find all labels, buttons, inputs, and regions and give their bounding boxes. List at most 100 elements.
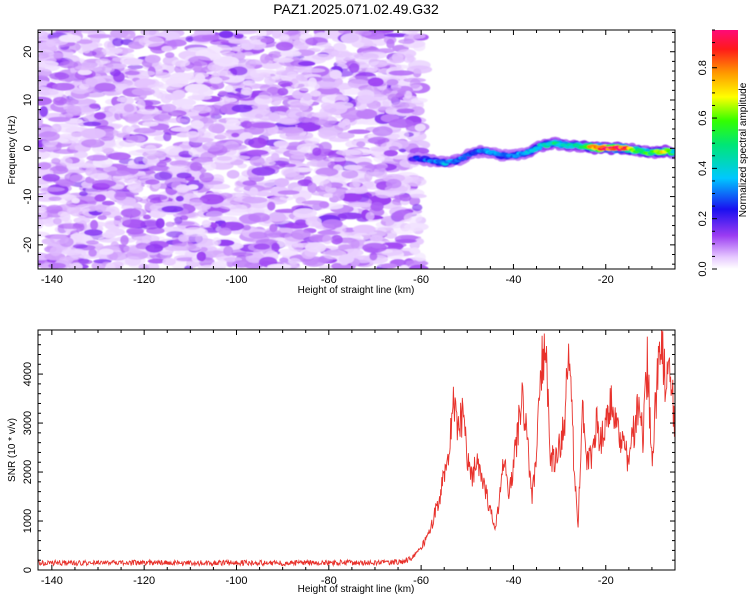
heatmap-cell (199, 194, 224, 205)
heatmap-cell (188, 198, 203, 207)
heatmap-cell (213, 56, 240, 67)
heatmap-cell (165, 52, 175, 59)
heatmap-cell (187, 184, 199, 190)
spectrogram-x-ticks: -140 -120 -100 -80 -60 -40 -20 (41, 30, 676, 286)
heatmap-cell (106, 251, 128, 261)
heatmap-cell (133, 127, 156, 134)
heatmap-cell (81, 139, 105, 148)
snr-y-tick-label: 4000 (22, 362, 34, 386)
heatmap-cell (412, 204, 423, 212)
colorbar: 0.0 0.2 0.4 0.6 0.8 Normalized spectral ampl… (697, 29, 749, 277)
heatmap-cell (86, 240, 99, 245)
heatmap-cell (219, 96, 231, 105)
heatmap-cell (306, 160, 332, 167)
heatmap-cell (103, 40, 113, 49)
heatmap-cell (137, 99, 146, 109)
heatmap-cell (116, 132, 130, 138)
heatmap-cell (403, 212, 423, 224)
colorbar-tick-label: 0.4 (697, 161, 709, 176)
heatmap-cell (171, 98, 197, 107)
heatmap-cell (396, 49, 417, 58)
heatmap-cell (190, 105, 212, 114)
heatmap-cell (388, 70, 414, 76)
heatmap-cell (243, 51, 254, 56)
heatmap-cell (140, 219, 161, 230)
heatmap-cell (38, 60, 59, 68)
heatmap-cell (403, 77, 426, 83)
heatmap-cell (124, 256, 141, 266)
heatmap-cell (84, 229, 103, 236)
spectrogram-x-tick-label: -60 (413, 274, 429, 286)
heatmap-cell (181, 104, 194, 110)
heatmap-cell (74, 65, 95, 71)
heatmap-cell (176, 172, 192, 179)
heatmap-cell (268, 51, 282, 58)
heatmap-cell (223, 210, 248, 216)
heatmap-cell (242, 180, 257, 186)
heatmap-cell (263, 229, 282, 239)
heatmap-cell (118, 139, 137, 148)
heatmap-cell (389, 63, 402, 70)
heatmap-cell (136, 109, 163, 115)
heatmap-cell (277, 87, 289, 96)
heatmap-cell (414, 252, 426, 262)
heatmap-cell (201, 219, 212, 228)
heatmap-cell (279, 257, 289, 263)
heatmap-cell (304, 260, 318, 266)
heatmap-cell (73, 217, 91, 224)
heatmap-cell (298, 61, 316, 67)
heatmap-cell (167, 110, 187, 117)
heatmap-cell (396, 108, 415, 114)
heatmap-cell (123, 58, 144, 66)
heatmap-cell (172, 89, 186, 100)
heatmap-cell (98, 248, 114, 255)
heatmap-cell (383, 149, 398, 157)
heatmap-cell (305, 242, 327, 253)
snr-y-tick-label: 0 (22, 567, 34, 573)
heatmap-cell (154, 171, 173, 181)
heatmap-cell (319, 201, 330, 209)
heatmap-cell (64, 78, 73, 83)
heatmap-cell (224, 85, 234, 93)
heatmap-cell (164, 145, 184, 156)
heatmap-cell (131, 87, 155, 96)
heatmap-cell (147, 258, 166, 264)
heatmap-cell (292, 208, 317, 219)
heatmap-cell (408, 193, 427, 199)
heatmap-cell (175, 195, 184, 202)
heatmap-cell (141, 239, 151, 245)
heatmap-cell (201, 34, 220, 41)
heatmap-cell (42, 173, 61, 182)
heatmap-cell (399, 264, 409, 269)
snr-x-tick-label: -60 (413, 575, 429, 587)
heatmap-cell (307, 182, 318, 194)
heatmap-cell (408, 264, 429, 269)
heatmap-cell (406, 65, 433, 74)
snr-x-label: Height of straight line (km) (298, 584, 415, 595)
spectrogram-y-tick-label: 10 (22, 94, 34, 106)
heatmap-cell (110, 30, 129, 39)
heatmap-cell (95, 204, 107, 213)
heatmap-cell (57, 194, 77, 204)
heatmap-cell (243, 138, 255, 146)
heatmap-cell (279, 195, 294, 201)
heatmap-cell (48, 262, 66, 269)
heatmap-cell (249, 187, 259, 197)
heatmap-cell (356, 141, 366, 148)
heatmap-cell (216, 156, 233, 161)
heatmap-cell (296, 69, 313, 74)
snr-x-tick-label: -20 (598, 575, 614, 587)
heatmap-cell (352, 225, 376, 233)
heatmap-cell (38, 150, 51, 160)
heatmap-cell (380, 263, 398, 269)
colorbar-gradient (712, 30, 738, 269)
heatmap-cell (120, 235, 129, 246)
spectrogram-x-tick-label: -120 (133, 274, 155, 286)
heatmap-cell (352, 178, 361, 188)
heatmap-cell (226, 119, 241, 127)
heatmap-cell (409, 247, 420, 255)
heatmap-cell (260, 37, 274, 44)
spectrogram-y-label: Frequency (Hz) (7, 116, 18, 185)
heatmap-cell (259, 83, 281, 93)
heatmap-cell (159, 113, 171, 121)
